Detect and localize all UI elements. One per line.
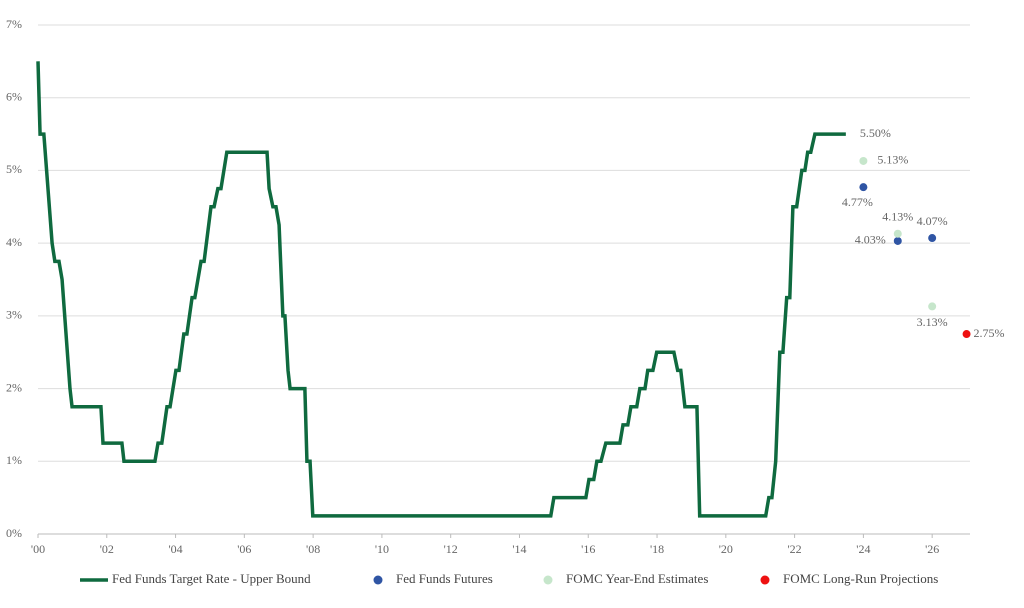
legend-label: Fed Funds Futures (396, 571, 493, 586)
point (893, 236, 902, 245)
x-tick-label: '10 (375, 542, 389, 556)
legend-label: FOMC Year-End Estimates (566, 571, 708, 586)
legend-swatch (760, 575, 770, 585)
x-tick-label: '20 (719, 542, 733, 556)
data-label: 4.03% (855, 233, 886, 247)
data-label: 4.07% (917, 214, 948, 228)
data-label: 4.77% (842, 195, 873, 209)
data-label: 5.13% (877, 153, 908, 167)
x-tick-label: '02 (100, 542, 114, 556)
legend-swatch (373, 575, 383, 585)
x-tick-label: '16 (581, 542, 595, 556)
data-label: 3.13% (917, 315, 948, 329)
y-tick-label: 4% (6, 235, 22, 249)
x-tick-label: '18 (650, 542, 664, 556)
y-tick-label: 5% (6, 162, 22, 176)
legend-label: FOMC Long-Run Projections (783, 571, 938, 586)
x-tick-label: '26 (925, 542, 939, 556)
line (36, 61, 846, 518)
x-tick-label: '24 (856, 542, 870, 556)
point (859, 156, 868, 165)
point (893, 229, 902, 238)
legend-label: Fed Funds Target Rate - Upper Bound (112, 571, 311, 586)
y-tick-label: 3% (6, 308, 22, 322)
x-tick-label: '06 (237, 542, 251, 556)
data-label: 2.75% (974, 326, 1005, 340)
y-tick-label: 2% (6, 380, 22, 394)
x-tick-label: '08 (306, 542, 320, 556)
legend-swatch (543, 575, 553, 585)
x-tick-label: '14 (512, 542, 526, 556)
point (928, 302, 937, 311)
annotation: 5.50% (860, 126, 891, 140)
y-tick-label: 6% (6, 89, 22, 103)
point (859, 183, 868, 192)
x-tick-label: '04 (168, 542, 182, 556)
point (928, 234, 937, 243)
x-tick-label: '12 (444, 542, 458, 556)
x-tick-label: '00 (31, 542, 45, 556)
point (962, 330, 971, 339)
y-tick-label: 1% (6, 453, 22, 467)
data-label: 4.13% (882, 209, 913, 223)
y-tick-label: 7% (6, 17, 22, 31)
y-tick-label: 0% (6, 526, 22, 540)
x-tick-label: '22 (788, 542, 802, 556)
